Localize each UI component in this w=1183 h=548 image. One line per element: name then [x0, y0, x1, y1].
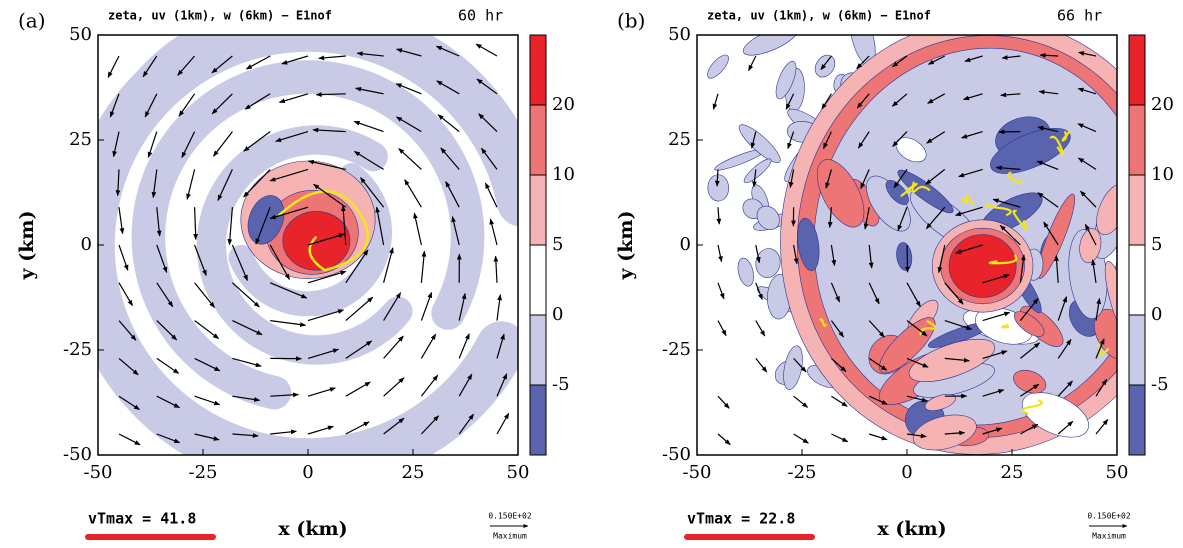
y-axis-label: y (km) — [615, 211, 637, 281]
colorbar-segment — [530, 385, 546, 455]
colorbar-segment — [530, 175, 546, 245]
panel-label: (a) — [18, 9, 46, 33]
x-tick-label: 50 — [507, 462, 530, 483]
colorbar-tick-label: 20 — [1151, 94, 1174, 115]
colorbar-tick-label: 5 — [552, 234, 563, 255]
y-tick-label: 50 — [69, 24, 92, 45]
x-tick-label: -25 — [788, 462, 817, 483]
colorbar-segment — [1129, 35, 1145, 105]
x-tick-label: -50 — [683, 462, 712, 483]
vector-key: 0.150E+02 — [488, 512, 532, 521]
vector-key: 0.150E+02 — [1087, 512, 1131, 521]
colorbar-segment — [530, 105, 546, 175]
time-label: 66 hr — [1057, 7, 1102, 25]
vector-key-label: Maximum — [1092, 532, 1126, 541]
colorbar-tick-label: -5 — [1151, 374, 1169, 395]
colorbar-tick-label: 0 — [1151, 304, 1162, 325]
annotation: vTmax = 22.8 — [687, 510, 795, 528]
colorbar-segment — [1129, 175, 1145, 245]
x-tick-label: -50 — [84, 462, 113, 483]
colorbar-tick-label: 10 — [1151, 164, 1174, 185]
chart-title: zeta, uv (1km), w (6km) − E1nof — [707, 9, 931, 23]
colorbar-segment — [1129, 105, 1145, 175]
colorbar-tick-label: 0 — [552, 304, 563, 325]
y-tick-label: -50 — [662, 444, 691, 465]
contour-region — [949, 235, 1016, 298]
colorbar-tick-label: 5 — [1151, 234, 1162, 255]
colorbar-segment — [530, 245, 546, 315]
y-tick-label: 50 — [668, 24, 691, 45]
wind-vector — [907, 245, 908, 272]
vector-key-label: Maximum — [493, 532, 527, 541]
colorbar-tick-label: -5 — [552, 374, 570, 395]
x-tick-label: 25 — [1001, 462, 1024, 483]
colorbar-segment — [1129, 245, 1145, 315]
y-tick-label: 0 — [81, 234, 92, 255]
colorbar-segment — [1129, 315, 1145, 385]
colorbar-segment — [530, 35, 546, 105]
contour-field — [697, 0, 1183, 487]
chart-title: zeta, uv (1km), w (6km) − E1nof — [108, 9, 332, 23]
colorbar-segment — [1129, 385, 1145, 455]
x-tick-label: 50 — [1106, 462, 1129, 483]
x-axis-label: x (km) — [278, 518, 347, 540]
annotation: vTmax = 41.8 — [88, 510, 196, 528]
time-label: 60 hr — [458, 7, 503, 25]
y-tick-label: -25 — [662, 339, 691, 360]
y-tick-label: -50 — [63, 444, 92, 465]
y-tick-label: 25 — [69, 129, 92, 150]
x-tick-label: 25 — [402, 462, 425, 483]
colorbar-tick-label: 20 — [552, 94, 575, 115]
contour-field — [90, 14, 522, 463]
y-tick-label: -25 — [63, 339, 92, 360]
x-axis-label: x (km) — [877, 518, 946, 540]
panel-label: (b) — [617, 9, 645, 33]
y-axis-label: y (km) — [16, 211, 38, 281]
colorbar-tick-label: 10 — [552, 164, 575, 185]
y-tick-label: 25 — [668, 129, 691, 150]
colorbar-segment — [530, 315, 546, 385]
y-tick-label: 0 — [680, 234, 691, 255]
x-tick-label: 0 — [302, 462, 313, 483]
contour-region — [283, 211, 350, 270]
x-tick-label: 0 — [901, 462, 912, 483]
x-tick-label: -25 — [189, 462, 218, 483]
